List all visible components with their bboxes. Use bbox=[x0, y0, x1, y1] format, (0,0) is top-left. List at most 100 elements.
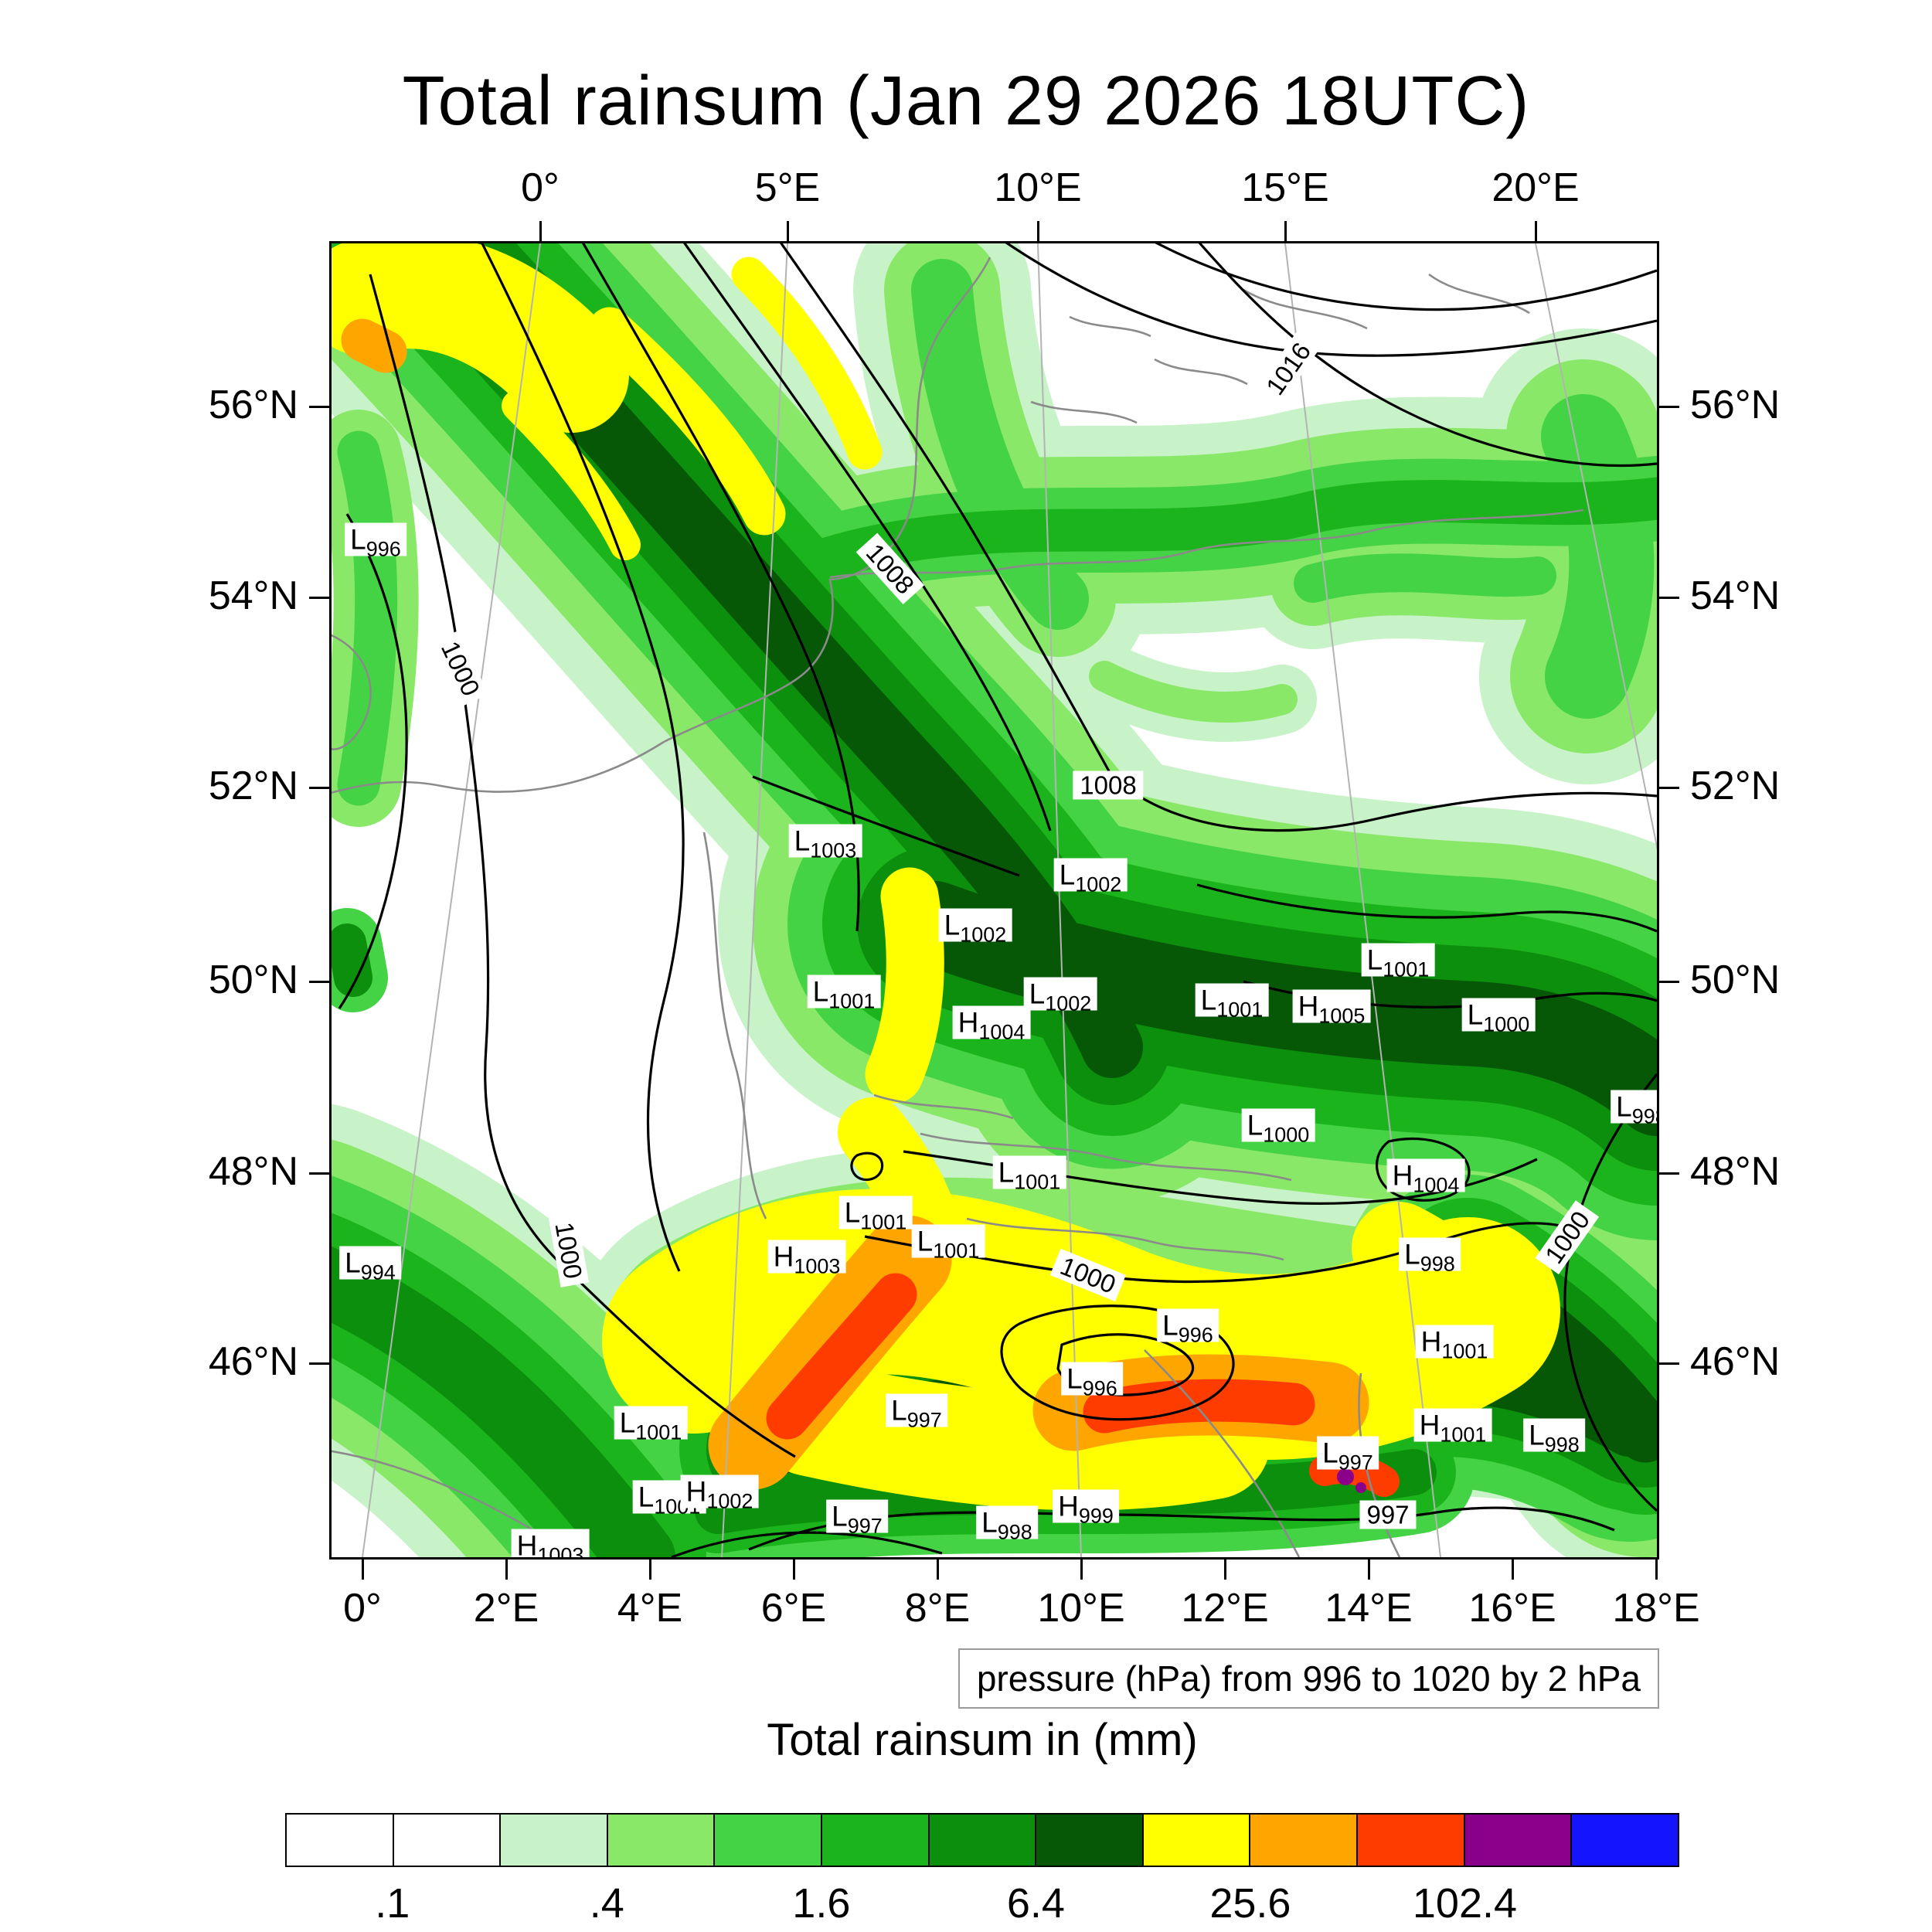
axis-tick-right bbox=[1659, 1172, 1679, 1175]
colorbar-cell bbox=[1572, 1815, 1678, 1866]
pressure-center-label: H1004 bbox=[952, 1005, 1031, 1043]
pressure-center-label: L1000 bbox=[1241, 1108, 1315, 1145]
axis-label-top: 15°E bbox=[1241, 165, 1329, 210]
axis-tick-right bbox=[1659, 405, 1679, 408]
axis-tick-bottom bbox=[1080, 1560, 1083, 1580]
axis-label-bottom: 6°E bbox=[760, 1586, 827, 1631]
axis-label-left: 50°N bbox=[208, 957, 298, 1002]
contour-value-label: 1008 bbox=[1073, 770, 1144, 800]
colorbar-cell bbox=[1464, 1815, 1573, 1866]
map-label-overlay: L996 L1003 L1002 L1002 L1001 L1002 H1004 L1001 H… bbox=[332, 243, 1657, 1557]
pressure-center-label: H1001 bbox=[1413, 1408, 1492, 1445]
axis-tick-left bbox=[309, 980, 329, 983]
axis-label-right: 46°N bbox=[1690, 1339, 1781, 1384]
axis-tick-bottom bbox=[936, 1560, 939, 1580]
colorbar-cell bbox=[501, 1815, 608, 1866]
axis-label-bottom: 8°E bbox=[904, 1586, 971, 1631]
colorbar-tick-label: .4 bbox=[589, 1880, 624, 1927]
colorbar-cell bbox=[822, 1815, 930, 1866]
pressure-center-label: L997 bbox=[826, 1499, 888, 1536]
pressure-center-label: L998 bbox=[1399, 1237, 1461, 1274]
pressure-center-label: L1000 bbox=[1461, 998, 1536, 1035]
page-title: Total rainsum (Jan 29 2026 18UTC) bbox=[402, 63, 1530, 140]
axis-label-bottom: 16°E bbox=[1468, 1586, 1556, 1631]
colorbar-tick-label: .1 bbox=[375, 1880, 410, 1927]
axis-tick-top bbox=[1284, 221, 1287, 241]
pressure-center-label: H1002 bbox=[680, 1475, 759, 1512]
axis-tick-bottom bbox=[1655, 1560, 1658, 1580]
colorbar-cell bbox=[715, 1815, 823, 1866]
colorbar-cell bbox=[607, 1815, 716, 1866]
contour-value-label: 997 bbox=[1359, 1500, 1417, 1529]
axis-tick-left bbox=[309, 405, 329, 408]
legend-title: Total rainsum in (mm) bbox=[767, 1715, 1198, 1765]
colorbar-cell bbox=[1250, 1815, 1359, 1866]
pressure-center-label: L994 bbox=[339, 1246, 401, 1283]
pressure-center-label: L1001 bbox=[614, 1406, 688, 1443]
colorbar-cell bbox=[287, 1815, 394, 1866]
axis-tick-left bbox=[309, 786, 329, 789]
axis-tick-left bbox=[309, 1362, 329, 1365]
colorbar-tick-label: 6.4 bbox=[1006, 1880, 1065, 1927]
pressure-center-label: L1003 bbox=[788, 824, 862, 861]
axis-label-right: 52°N bbox=[1690, 764, 1781, 808]
axis-tick-bottom bbox=[792, 1560, 795, 1580]
axis-label-bottom: 0° bbox=[343, 1586, 382, 1631]
axis-label-left: 52°N bbox=[208, 764, 298, 808]
axis-label-right: 48°N bbox=[1690, 1149, 1781, 1194]
axis-label-left: 48°N bbox=[208, 1149, 298, 1194]
axis-label-right: 50°N bbox=[1690, 957, 1781, 1002]
axis-tick-bottom bbox=[1223, 1560, 1226, 1580]
pressure-center-label: L1002 bbox=[1023, 977, 1097, 1014]
graticule-layer bbox=[362, 243, 1657, 1557]
pressure-center-label: L997 bbox=[1317, 1436, 1379, 1473]
pressure-center-label: L998 bbox=[1523, 1418, 1585, 1455]
axis-label-top: 5°E bbox=[754, 165, 821, 210]
contour-value-label: 1000 bbox=[1049, 1248, 1127, 1302]
colorbar-tick-label: 102.4 bbox=[1412, 1880, 1518, 1927]
colorbar-cell bbox=[393, 1815, 502, 1866]
pressure-center-label: L997 bbox=[886, 1393, 947, 1430]
axis-tick-top bbox=[1534, 221, 1537, 241]
axis-label-top: 0° bbox=[521, 165, 560, 210]
axis-tick-bottom bbox=[361, 1560, 364, 1580]
pressure-note: pressure (hPa) from 996 to 1020 by 2 hPa bbox=[957, 1648, 1659, 1709]
pressure-center-label: L1001 bbox=[1361, 943, 1435, 980]
axis-label-bottom: 18°E bbox=[1612, 1586, 1700, 1631]
pressure-center-label: H1003 bbox=[511, 1529, 590, 1557]
pressure-center-label: H1003 bbox=[767, 1240, 846, 1277]
pressure-center-label: H1005 bbox=[1292, 989, 1371, 1026]
axis-tick-bottom bbox=[505, 1560, 508, 1580]
contour-value-label: 1000 bbox=[1535, 1199, 1600, 1275]
pressure-center-label: L1001 bbox=[807, 975, 881, 1012]
pressure-center-label: L998 bbox=[976, 1505, 1038, 1543]
pressure-center-label: L1001 bbox=[911, 1224, 985, 1261]
axis-label-bottom: 4°E bbox=[617, 1586, 683, 1631]
axis-label-left: 56°N bbox=[208, 383, 298, 427]
colorbar bbox=[285, 1813, 1679, 1867]
pressure-center-label: L1002 bbox=[1053, 858, 1128, 895]
axis-label-bottom: 14°E bbox=[1325, 1586, 1413, 1631]
pressure-center-label: L996 bbox=[345, 522, 406, 560]
axis-tick-right bbox=[1659, 786, 1679, 789]
colorbar-cell bbox=[1036, 1815, 1144, 1866]
colorbar-cell bbox=[929, 1815, 1037, 1866]
axis-tick-bottom bbox=[1367, 1560, 1370, 1580]
axis-label-bottom: 10°E bbox=[1037, 1586, 1125, 1631]
map-svg bbox=[332, 243, 1657, 1557]
axis-label-bottom: 2°E bbox=[473, 1586, 539, 1631]
pressure-center-label: L998 bbox=[1611, 1090, 1657, 1127]
axis-tick-bottom bbox=[1511, 1560, 1514, 1580]
colorbar-cell bbox=[1143, 1815, 1251, 1866]
axis-tick-top bbox=[786, 221, 789, 241]
pressure-center-label: L1001 bbox=[838, 1196, 913, 1233]
extreme-rain-cell bbox=[1337, 1468, 1354, 1485]
axis-label-left: 46°N bbox=[208, 1339, 298, 1384]
contour-value-label: 1000 bbox=[548, 1213, 590, 1288]
axis-label-top: 20°E bbox=[1492, 165, 1580, 210]
axis-label-right: 54°N bbox=[1690, 573, 1781, 618]
axis-tick-bottom bbox=[648, 1560, 651, 1580]
rain-fill-layer bbox=[332, 243, 1657, 1557]
axis-label-bottom: 12°E bbox=[1181, 1586, 1269, 1631]
